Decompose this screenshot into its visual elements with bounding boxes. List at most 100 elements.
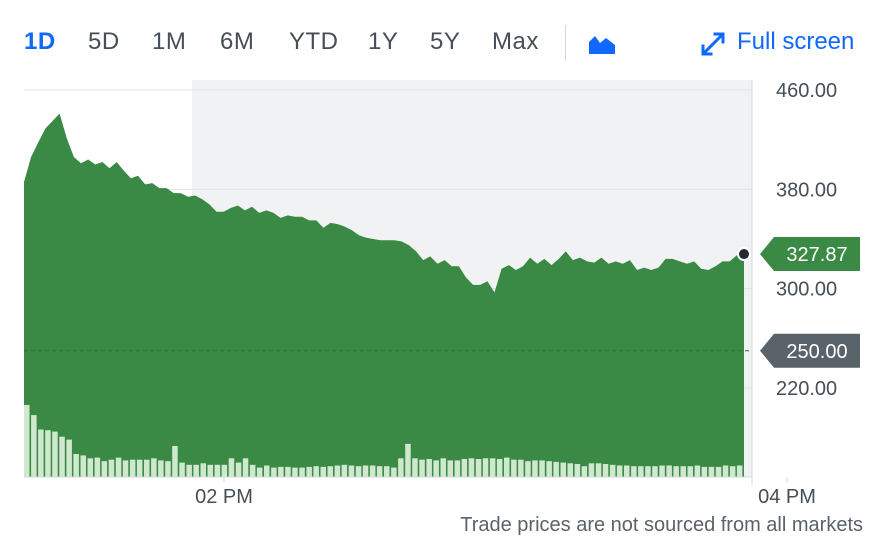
- volume-bar: [66, 439, 72, 477]
- volume-bar: [334, 465, 341, 477]
- volume-bar: [136, 459, 143, 477]
- volume-bar: [673, 466, 679, 477]
- volume-bar: [631, 466, 637, 477]
- data-source-note: Trade prices are not sourced from all ma…: [460, 514, 863, 536]
- volume-bar: [553, 461, 559, 477]
- volume-bar: [454, 460, 461, 477]
- volume-bar: [539, 460, 545, 477]
- volume-bar: [186, 464, 192, 477]
- range-button-ytd[interactable]: YTD: [289, 28, 339, 55]
- volume-bar: [235, 462, 242, 477]
- volume-bar: [24, 405, 30, 477]
- current-price-badge: 327.87: [760, 237, 860, 272]
- range-button-1m[interactable]: 1M: [152, 28, 187, 55]
- volume-bar: [708, 466, 715, 477]
- volume-bar: [348, 465, 355, 477]
- volume-bar: [496, 459, 503, 477]
- x-axis-ticks: 02 PM 04 PM: [195, 477, 816, 508]
- volume-bar: [179, 462, 185, 477]
- volume-bar: [94, 457, 101, 477]
- volume-bar: [595, 463, 602, 477]
- volume-bar: [313, 466, 319, 477]
- volume-bar: [45, 430, 51, 477]
- volume-bar: [475, 459, 482, 477]
- volume-bar: [567, 463, 573, 477]
- volume-bar: [504, 457, 510, 477]
- volume-bar: [242, 458, 249, 477]
- volume-bar: [122, 460, 129, 477]
- volume-bar: [376, 466, 383, 477]
- volume-bar: [214, 464, 221, 477]
- volume-bar: [264, 465, 270, 477]
- price-badges: 327.87 250.00: [760, 237, 860, 368]
- expand-arrows-icon: [701, 32, 725, 56]
- volume-bar: [31, 415, 37, 477]
- volume-bar: [588, 463, 595, 477]
- volume-bar: [574, 464, 581, 477]
- volume-bar: [362, 465, 369, 477]
- volume-bar: [256, 467, 263, 477]
- volume-bar: [278, 466, 284, 477]
- reference-price-badge-label: 250.00: [786, 341, 847, 363]
- volume-bar: [38, 429, 44, 477]
- volume-bar: [73, 454, 79, 477]
- last-price-marker[interactable]: [737, 247, 751, 262]
- x-tick-label: 02 PM: [195, 486, 253, 508]
- volume-bar: [405, 443, 411, 477]
- reference-price-badge: 250.00: [760, 333, 860, 368]
- fullscreen-label: Full screen: [737, 28, 855, 55]
- price-chart[interactable]: 460.00 380.00 300.00 220.00 02 PM 04 PM 327.…: [0, 0, 890, 540]
- y-tick-label: 300.00: [776, 279, 837, 301]
- volume-bar: [687, 466, 693, 477]
- volume-bar: [532, 460, 538, 477]
- range-button-5d[interactable]: 5D: [88, 28, 120, 55]
- range-button-1y[interactable]: 1Y: [368, 28, 399, 55]
- range-button-6m[interactable]: 6M: [220, 28, 255, 55]
- volume-bar: [320, 466, 326, 477]
- volume-bar: [151, 458, 157, 477]
- volume-bar: [433, 460, 439, 477]
- range-button-5y[interactable]: 5Y: [430, 28, 461, 55]
- volume-bar: [652, 466, 658, 477]
- range-button-max[interactable]: Max: [492, 28, 539, 55]
- price-area: [24, 113, 744, 477]
- volume-bar: [80, 455, 86, 477]
- volume-bar: [680, 466, 686, 477]
- volume-bar: [193, 464, 199, 477]
- volume-bar: [694, 465, 701, 477]
- volume-bar: [624, 465, 630, 477]
- volume-bar: [546, 461, 552, 477]
- volume-bar: [666, 465, 672, 477]
- volume-bar: [306, 466, 312, 477]
- volume-bar: [398, 458, 404, 477]
- mountain-chart-icon[interactable]: [588, 33, 616, 55]
- volume-bar: [115, 457, 122, 477]
- volume-bar: [447, 460, 453, 477]
- volume-bars: [24, 405, 743, 477]
- volume-bar: [638, 466, 644, 477]
- range-button-1d[interactable]: 1D: [24, 28, 56, 55]
- volume-bar: [228, 458, 235, 477]
- volume-bar: [369, 465, 376, 477]
- volume-bar: [207, 464, 213, 477]
- volume-bar: [108, 459, 115, 477]
- volume-bar: [609, 464, 616, 477]
- volume-bar: [426, 459, 432, 477]
- volume-bar: [412, 458, 418, 477]
- volume-bar: [489, 458, 496, 477]
- volume-bar: [129, 459, 136, 477]
- volume-bar: [52, 431, 58, 477]
- y-tick-label: 220.00: [776, 378, 837, 400]
- volume-bar: [299, 467, 305, 477]
- volume-bar: [616, 465, 623, 477]
- volume-bar: [271, 467, 277, 477]
- volume-bar: [581, 466, 588, 477]
- volume-bar: [468, 458, 475, 477]
- current-price-badge-shape: [760, 237, 860, 272]
- volume-bar: [722, 465, 729, 477]
- volume-bar: [715, 466, 722, 477]
- volume-bar: [701, 466, 708, 477]
- volume-bar: [101, 461, 108, 477]
- volume-bar: [729, 466, 736, 477]
- range-toolbar: 1D 5D 1M 6M YTD 1Y 5Y Max Full screen: [0, 0, 890, 80]
